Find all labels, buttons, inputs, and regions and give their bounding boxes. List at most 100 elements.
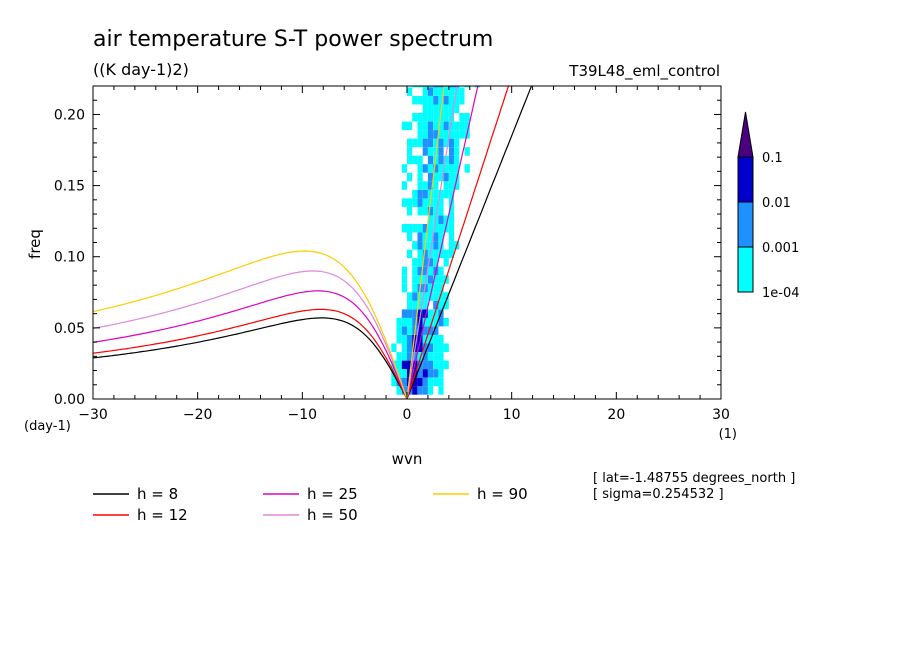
heat-cell [417, 121, 423, 131]
heat-cell [427, 317, 434, 327]
heat-cell [401, 309, 407, 318]
heat-cell [401, 181, 407, 190]
heat-cell [417, 224, 423, 233]
heat-cell [438, 130, 444, 139]
dispersion-curves [93, 86, 533, 399]
heat-cell [417, 96, 423, 105]
heat-cell [438, 164, 444, 173]
heat-cell [427, 266, 434, 276]
heat-cell [417, 326, 423, 335]
heat-cell [422, 300, 428, 310]
heat-cell [412, 386, 418, 395]
heat-cell [443, 155, 449, 165]
heat-cell [438, 292, 444, 301]
y-axis-unit: (day-1) [24, 419, 71, 434]
heat-cell [454, 104, 460, 113]
heat-cell [448, 189, 455, 199]
heat-cell [396, 335, 402, 344]
heat-cell [427, 275, 434, 284]
legend-label: h = 50 [307, 506, 358, 524]
kelvin-curve [406, 86, 510, 399]
heat-cell [427, 283, 434, 293]
heat-cell [401, 360, 407, 370]
heat-cell [422, 275, 428, 284]
heat-cell [433, 343, 439, 352]
heat-cell [443, 104, 449, 113]
heat-cell [396, 386, 402, 395]
heat-cell [427, 121, 434, 131]
heat-cell [454, 147, 460, 156]
heat-cell [401, 369, 407, 378]
colorbar-box [737, 201, 754, 248]
heat-cell [433, 232, 439, 241]
heat-cell [438, 198, 444, 207]
heat-cell [448, 249, 455, 259]
heat-cell [448, 241, 455, 250]
heat-cell [422, 96, 428, 105]
heat-cell [448, 121, 455, 131]
heat-cell [422, 121, 428, 131]
heat-cell [464, 86, 470, 88]
heat-cell [438, 224, 444, 233]
heat-cell [417, 352, 423, 361]
heat-cell [401, 283, 407, 293]
heat-cell [433, 181, 439, 190]
heat-cell [412, 224, 418, 233]
heat-cell [433, 249, 439, 259]
heat-cell [422, 249, 428, 259]
heat-cell [417, 241, 423, 250]
heat-cell [401, 335, 407, 344]
heat-cell [417, 206, 423, 216]
y-tick-label: 0.10 [54, 250, 85, 266]
heat-cell [412, 113, 418, 122]
heat-cell [448, 206, 455, 216]
heat-cell [433, 275, 439, 284]
heat-cell [443, 249, 449, 259]
heat-cell [448, 224, 455, 233]
heat-cell [427, 147, 434, 156]
heat-cell [427, 352, 434, 361]
heat-cell [459, 96, 465, 105]
heat-cell [422, 292, 428, 301]
heat-cell [427, 181, 434, 190]
heat-cell [433, 326, 439, 335]
heat-cell [427, 377, 434, 387]
heat-cell [427, 96, 434, 105]
heat-cell [401, 198, 407, 207]
heat-cell [459, 113, 465, 122]
heat-cell [427, 86, 434, 88]
heat-cell [412, 241, 418, 250]
heat-cell [459, 121, 465, 131]
heat-cell [438, 249, 444, 259]
heat-cell [422, 206, 428, 216]
heat-cell [438, 386, 444, 395]
heat-cell [438, 360, 444, 370]
heat-cell [407, 155, 413, 165]
heat-cell [448, 164, 455, 173]
heat-cell [433, 121, 439, 131]
heat-cell [417, 377, 423, 387]
rossby-curve [93, 250, 408, 399]
heat-cell [433, 189, 439, 199]
legend-label: h = 25 [307, 485, 358, 503]
heat-cell [427, 206, 434, 216]
rossby-curve [93, 317, 408, 399]
heat-cell [427, 224, 434, 233]
x-tick-label: −20 [183, 407, 213, 423]
heat-cell [464, 147, 470, 156]
x-tick-label: 10 [503, 407, 521, 423]
rossby-curve [93, 308, 408, 399]
heat-cell [443, 343, 449, 352]
heat-cell [422, 189, 428, 199]
kelvin-curve [406, 86, 479, 399]
heat-cell [427, 258, 434, 267]
heat-cell [464, 121, 470, 131]
heat-cell [422, 87, 428, 96]
heat-cell [448, 130, 455, 139]
heat-cell [407, 352, 413, 361]
heat-cell [438, 147, 444, 156]
heat-cell [422, 386, 428, 395]
heat-cell [433, 138, 439, 148]
heat-cell [412, 275, 418, 284]
heat-cell [448, 181, 455, 190]
